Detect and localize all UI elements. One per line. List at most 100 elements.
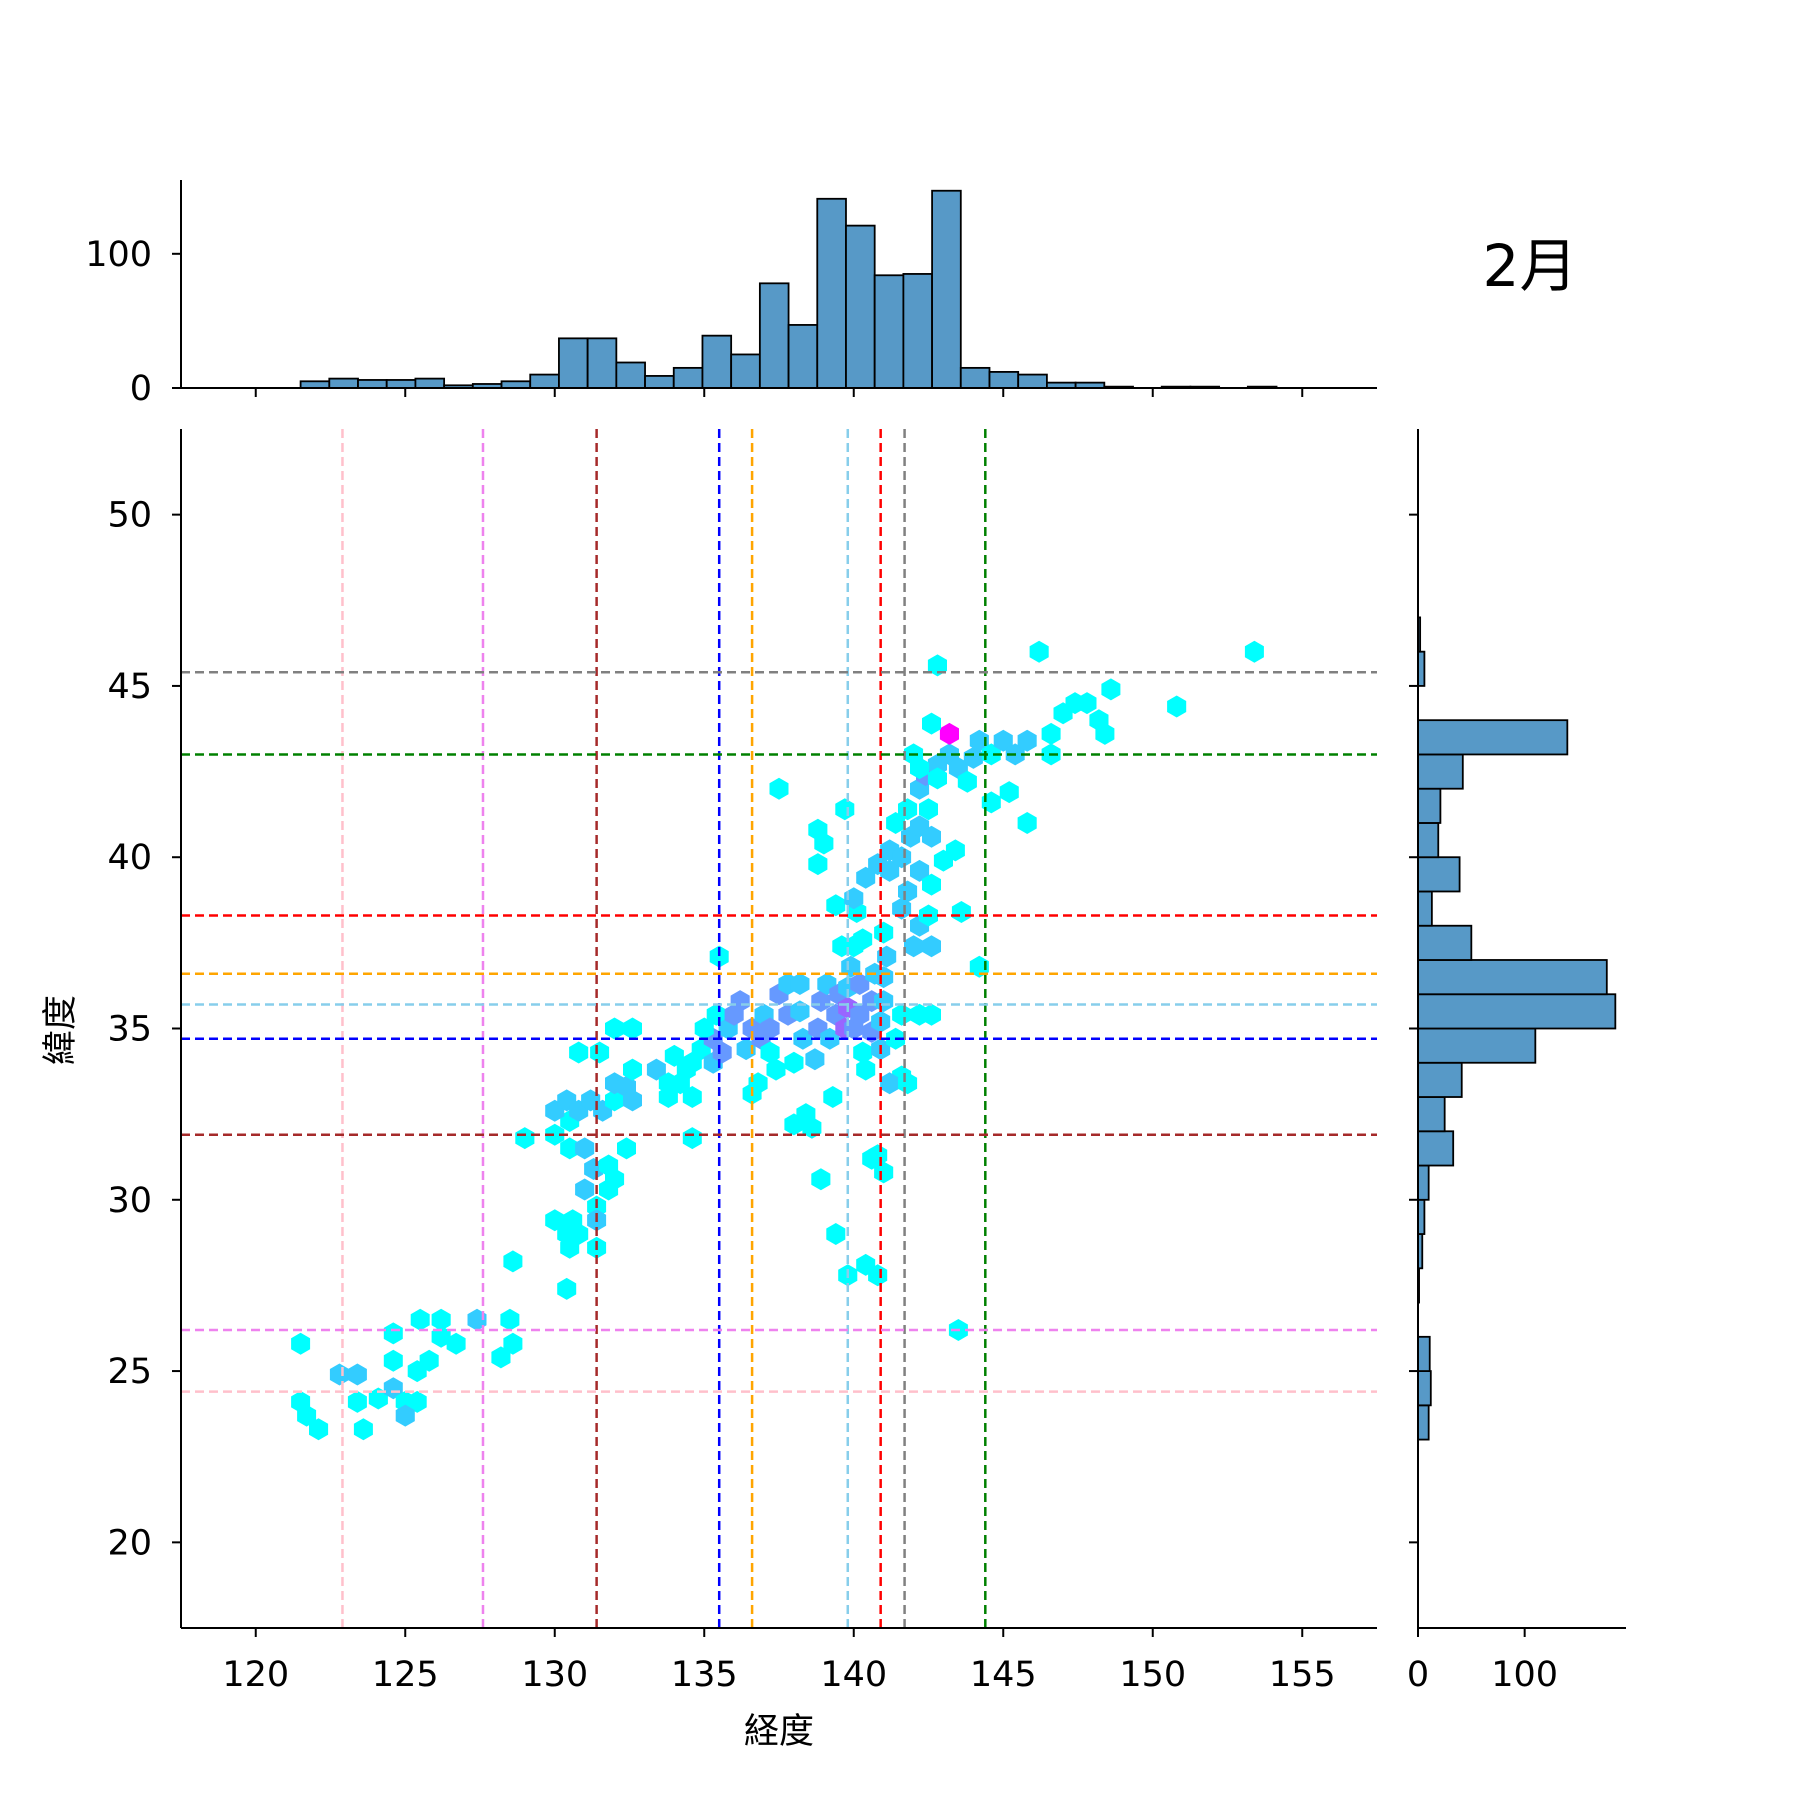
hexbin-cell (383, 1377, 403, 1400)
hexbin-cell (1041, 722, 1061, 745)
top-hist-bar (385, 379, 417, 389)
right-hist-bar (1417, 993, 1617, 1030)
hexbin-cell (1101, 678, 1121, 701)
y-tick-label: 25 (107, 1352, 152, 1392)
main-y-ticks: 20 25 30 35 40 45 50 (107, 496, 181, 1563)
hexbin-cell (811, 990, 831, 1013)
vertical-reference-lines (341, 429, 987, 1628)
right-hist-bar (1417, 1130, 1455, 1167)
hexbin-cell (850, 973, 870, 995)
top-hist-bar (902, 273, 933, 389)
top-hist-bar (529, 373, 560, 389)
hexbin-cell (1077, 692, 1097, 715)
hexbin-cell (560, 1137, 580, 1160)
hexbin-cell (599, 1154, 619, 1177)
hexbin-cell (874, 966, 894, 989)
hexbin-cell (503, 1250, 523, 1273)
top-hist-bar (758, 282, 790, 389)
hexbin-cell (1244, 640, 1264, 663)
right-hist-bar (1417, 1164, 1430, 1201)
right-hist-bar (1417, 787, 1442, 824)
top-hist-bar (931, 189, 962, 389)
y-tick-label: 50 (107, 496, 152, 536)
top-hist-bar (873, 274, 905, 389)
right-hist-bar (1417, 856, 1461, 893)
hexbin-cell (874, 921, 894, 944)
hexbin-cell (623, 1017, 642, 1040)
hexbin-cell (850, 1003, 870, 1026)
hexbin-cell (922, 935, 941, 958)
y-tick-label: 40 (107, 838, 152, 878)
hexbin-cell (766, 1058, 786, 1081)
hexbin-cell (922, 1003, 941, 1026)
right-histogram-bars (1417, 616, 1617, 1441)
hexbin-cell (395, 1404, 415, 1427)
top-hist-bar (644, 375, 675, 389)
right-hist-bar (1417, 719, 1569, 756)
top-hist-y-tick-label: 0 (130, 369, 152, 409)
top-hist-bar (816, 197, 847, 389)
hexbin-cell (353, 1418, 373, 1441)
hexbin-cell (368, 1387, 388, 1410)
hexbin-cell (853, 1041, 873, 1064)
y-tick-label: 30 (107, 1181, 152, 1221)
hexbin-cell (706, 1003, 726, 1026)
x-tick-label: 135 (671, 1655, 738, 1695)
hexbin-cell (769, 777, 789, 800)
hexbin-cell (826, 1223, 846, 1245)
hexbin-cell (682, 1127, 702, 1150)
hexbin-cell (892, 897, 912, 920)
hexbin-cell (419, 1349, 439, 1372)
hexbin-cell (1017, 729, 1037, 752)
hexbin-cell (545, 1209, 565, 1232)
hexbin-cell (383, 1322, 403, 1345)
top-hist-bar (357, 379, 388, 389)
hexbin-cell (898, 880, 918, 903)
right-hist-bar (1417, 1061, 1463, 1098)
top-hist-bar (615, 361, 646, 389)
hexbin-cell (617, 1137, 636, 1160)
hexbin-cell (886, 812, 906, 834)
y-axis-label: 緯度 (41, 995, 81, 1065)
hexbin-cell (963, 746, 983, 769)
hexbin-cell (1017, 812, 1037, 834)
hexbin-cell (880, 1072, 900, 1095)
x-tick-label: 140 (820, 1655, 887, 1695)
hexbin-cell (957, 770, 977, 793)
hexbin-cell (575, 1178, 595, 1201)
hexbin-cell (309, 1418, 329, 1441)
right-histogram-ticks: 0 100 (1407, 513, 1558, 1695)
hexbin-cell (904, 935, 924, 958)
right-hist-bar (1417, 1335, 1431, 1372)
right-hist-bar (1417, 1370, 1432, 1407)
top-hist-bar (414, 377, 446, 389)
hexbin-cell (760, 1017, 780, 1040)
x-axis-label: 経度 (744, 1712, 814, 1752)
top-hist-bar (730, 353, 761, 389)
hexbin-cell (658, 1086, 678, 1108)
hexbin-cell (407, 1390, 427, 1413)
hexbin-cell (856, 1058, 876, 1081)
horizontal-reference-lines (181, 670, 1377, 1393)
right-hist-bar (1417, 890, 1433, 927)
hexbin-cell (835, 798, 855, 821)
hexbin-cell (856, 866, 876, 889)
top-histogram-ticks: 0 100 (85, 235, 1304, 409)
hexbin-cell (945, 839, 965, 862)
top-hist-bar (672, 366, 704, 389)
hexbin-cell (682, 1086, 702, 1108)
hexbin-cell (605, 1017, 625, 1040)
hexbin-cell (590, 1041, 610, 1064)
hexbin-cell (575, 1137, 595, 1160)
top-hist-bar (1017, 373, 1048, 389)
y-tick-label: 20 (107, 1523, 152, 1563)
top-hist-bar (299, 380, 331, 389)
hexbin-cell (545, 1123, 565, 1146)
hexbin-cell (874, 1161, 894, 1184)
hexbin-cell (999, 781, 1019, 804)
hexbin-cell (993, 729, 1013, 752)
hexbin-cell (790, 1000, 810, 1023)
hexbin-cell (951, 901, 971, 923)
hexbin-cell (347, 1363, 367, 1386)
